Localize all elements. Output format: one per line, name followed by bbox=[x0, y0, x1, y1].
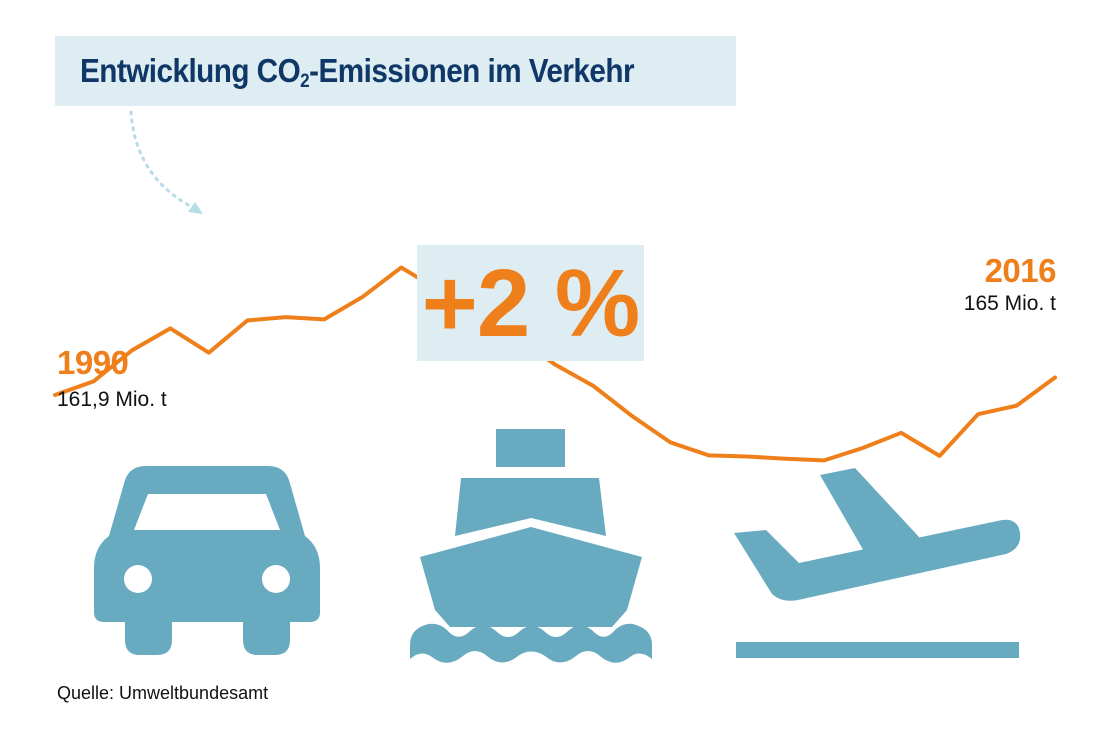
change-percentage: +2 % bbox=[421, 250, 640, 357]
end-value-label: 165 Mio. t bbox=[963, 292, 1056, 315]
emissions-series-line bbox=[53, 265, 1057, 463]
title-pointer-arrow bbox=[129, 110, 203, 214]
start-value-label: 161,9 Mio. t bbox=[57, 388, 167, 411]
end-year-label: 2016 bbox=[984, 252, 1057, 289]
source-note: Quelle: Umweltbundesamt bbox=[57, 683, 269, 703]
change-highlight-box bbox=[417, 245, 644, 361]
title-background bbox=[55, 36, 736, 106]
chart-title: Entwicklung CO2-Emissionen im Verkehr bbox=[80, 52, 635, 92]
ship-icon bbox=[410, 429, 652, 663]
start-year-label: 1990 bbox=[57, 344, 129, 381]
airplane-icon bbox=[734, 468, 1021, 658]
car-icon bbox=[94, 466, 320, 655]
